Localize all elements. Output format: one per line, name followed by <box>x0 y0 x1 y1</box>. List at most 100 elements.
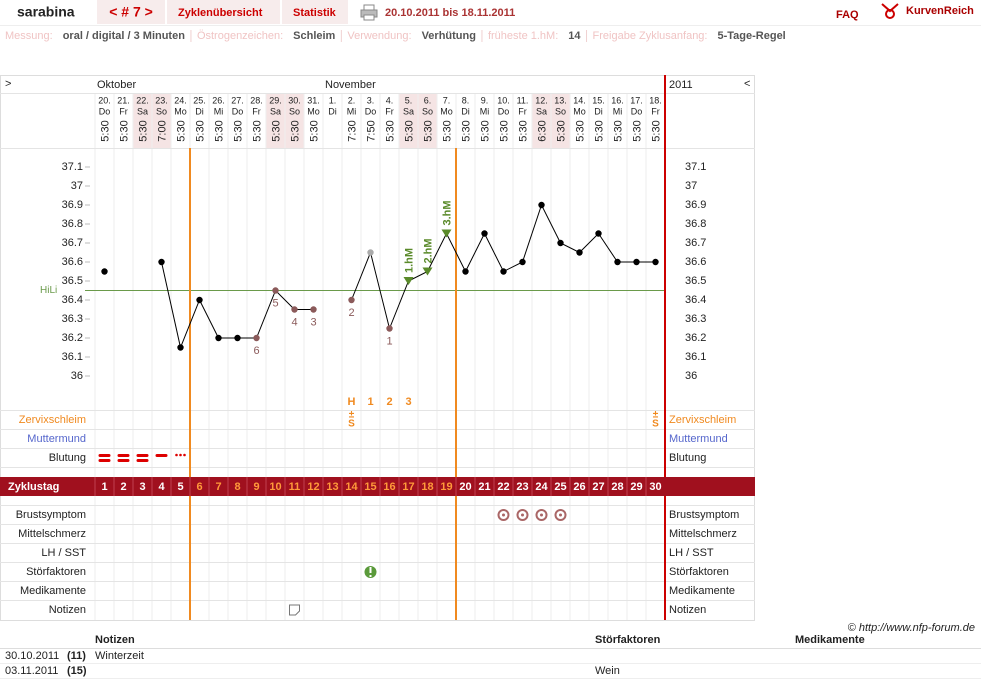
temperature-point <box>538 201 545 209</box>
row-label: LH / SST <box>41 547 86 559</box>
weekday-label: Do <box>232 106 244 116</box>
setting-label: Freigabe Zyklusanfang: <box>593 30 708 42</box>
peak-count: H <box>348 396 356 408</box>
weekday-label: Mi <box>347 106 357 116</box>
breast-icon <box>559 513 562 517</box>
peak-marker <box>422 267 433 276</box>
tab[interactable]: Statistik <box>293 7 337 19</box>
weekday-label: So <box>156 106 167 116</box>
weekday-label: Di <box>195 106 204 116</box>
y-tick-label: 37.1 <box>685 161 706 173</box>
day-label: 30. <box>288 95 301 105</box>
temperature-point <box>652 258 659 266</box>
note-day: (15) <box>67 665 87 677</box>
y-tick-label: 37 <box>685 180 697 192</box>
y-tick-label: 36.5 <box>62 275 83 287</box>
temperature-line <box>161 261 314 350</box>
temp-annotation: 6 <box>253 345 259 357</box>
mucus-symbol: S <box>652 419 659 430</box>
temp-annotation: 1.hM <box>403 248 415 273</box>
time-label: 7:50 <box>365 120 377 141</box>
temperature-point <box>595 230 602 237</box>
weekend-shade <box>152 93 171 148</box>
time-label: 5:30 <box>612 120 624 141</box>
day-label: 5. <box>405 95 413 105</box>
temperature-point <box>215 334 222 342</box>
day-label: 20. <box>98 95 111 105</box>
bleeding-icon <box>117 459 130 462</box>
y-tick-label: 37.1 <box>62 161 83 173</box>
print-icon[interactable] <box>360 4 378 21</box>
time-label: 5:30 <box>270 120 282 141</box>
y-tick-label: 36.6 <box>62 256 83 268</box>
user-name: sarabina <box>17 4 75 20</box>
cycle-nav[interactable]: < # 7 > <box>109 4 153 20</box>
peak-count: 1 <box>367 396 373 408</box>
nav-next[interactable]: < <box>744 78 750 90</box>
day-label: 28. <box>250 95 263 105</box>
cycle-day: 10 <box>269 481 281 493</box>
cycle-day: 23 <box>516 481 528 493</box>
faq-link[interactable]: FAQ <box>836 9 859 21</box>
tab-bg <box>97 0 165 24</box>
tab[interactable]: Zyklenübersicht <box>178 7 263 19</box>
note-day: (11) <box>67 650 86 662</box>
temp-annotation: 2 <box>348 307 354 319</box>
day-label: 25. <box>193 95 206 105</box>
time-label: 5:30 <box>555 120 567 141</box>
notes-header: Medikamente <box>795 634 865 646</box>
setting-label: Östrogenzeichen: <box>197 30 283 42</box>
weekday-label: Mi <box>480 106 490 116</box>
row-label: Mittelschmerz <box>669 528 737 540</box>
disturbance-icon <box>369 575 372 577</box>
temp-annotation: 2.hM <box>422 238 434 263</box>
weekday-label: Di <box>461 106 470 116</box>
time-label: 5:30 <box>650 120 662 141</box>
time-label: 7:30 <box>346 120 358 141</box>
breast-icon <box>502 513 505 517</box>
weekday-label: Fr <box>651 106 660 116</box>
bleeding-icon <box>183 453 186 457</box>
temperature-point <box>633 258 640 266</box>
time-label: 5:30 <box>593 120 605 141</box>
year-label: 2011 <box>669 79 693 91</box>
y-tick-label: 36.2 <box>685 332 706 344</box>
setting-value: 14 <box>568 30 581 42</box>
day-label: 11. <box>517 95 529 105</box>
weekday-label: So <box>555 106 566 116</box>
weekday-label: Di <box>328 106 337 116</box>
day-label: 17. <box>630 95 643 105</box>
settings-row: Messung: oral / digital / 3 Minuten Östrog… <box>5 30 786 42</box>
temperature-point <box>519 258 526 266</box>
temperature-point <box>234 334 241 342</box>
cycle-day: 5 <box>177 481 183 493</box>
weekday-label: So <box>422 106 433 116</box>
breast-icon <box>521 513 524 517</box>
day-label: 10. <box>497 95 510 105</box>
weekend-shade <box>399 93 418 148</box>
temperature-point <box>196 296 203 304</box>
cycle-bar <box>0 477 755 496</box>
temperature-point <box>614 258 621 266</box>
cycle-day: 3 <box>139 481 145 493</box>
day-label: 18. <box>649 95 662 105</box>
bleeding-icon <box>175 453 178 457</box>
cycle-day: 9 <box>253 481 259 493</box>
cycle-day: 11 <box>289 481 301 493</box>
temperature-point <box>576 249 583 256</box>
day-label: 31. <box>307 95 320 105</box>
temp-annotation: 3.hM <box>441 200 453 225</box>
weekday-label: Mi <box>214 106 224 116</box>
cycle-chart: > <Oktober November 201120.Do5:3021.Fr5:302… <box>0 75 755 621</box>
cycle-day: 17 <box>402 481 414 493</box>
weekend-shade <box>266 93 285 148</box>
disturbance-icon <box>369 567 372 573</box>
breast-icon <box>540 513 543 517</box>
cycle-day: 27 <box>592 481 604 493</box>
time-label: 5:30 <box>631 120 643 141</box>
row-label: Medikamente <box>669 585 735 597</box>
nav-prev[interactable]: > <box>5 78 11 90</box>
notes-header: Notizen <box>95 634 135 646</box>
